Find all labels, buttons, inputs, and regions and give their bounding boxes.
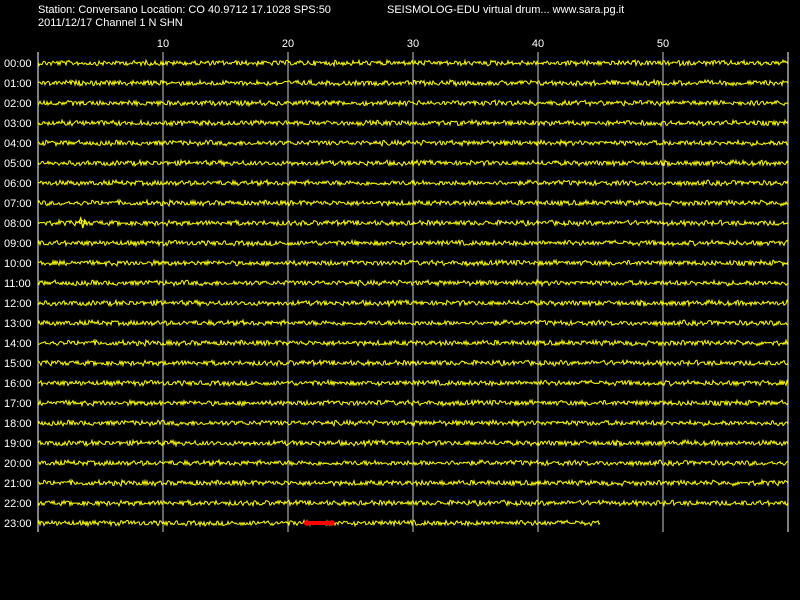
hour-labels: 00:00 01:00 02:00 03:00 04:00 05:00 06:00 07:00…	[4, 58, 32, 530]
hour-label: 22:00	[4, 498, 32, 510]
event-spike	[78, 215, 88, 229]
trace-0000	[37, 58, 789, 68]
trace-0400	[37, 138, 789, 148]
trace-2000	[37, 458, 789, 468]
x-tick-label: 40	[532, 38, 544, 50]
hour-label: 05:00	[4, 158, 32, 170]
marker-endpoint	[328, 520, 335, 526]
trace-0500	[37, 158, 789, 168]
hour-label: 14:00	[4, 338, 32, 350]
hour-label: 19:00	[4, 438, 32, 450]
trace-2200	[37, 498, 789, 508]
grid	[37, 52, 789, 532]
trace-0600	[37, 178, 789, 188]
hour-label: 20:00	[4, 458, 32, 470]
trace-1700	[37, 398, 789, 408]
trace-1300	[37, 318, 789, 328]
trace-1200	[37, 298, 789, 308]
trace-1600	[37, 378, 789, 388]
trace-0300	[37, 118, 789, 128]
trace-rows	[37, 58, 789, 528]
marker-endpoint	[303, 520, 310, 526]
trace-0900	[37, 238, 789, 248]
trace-1900	[37, 438, 789, 448]
station-info: Station: Conversano Location: CO 40.9712…	[38, 4, 331, 16]
hour-label: 23:00	[4, 518, 32, 530]
hour-label: 18:00	[4, 418, 32, 430]
hour-label: 10:00	[4, 258, 32, 270]
x-tick-label: 50	[657, 38, 669, 50]
trace-0800	[37, 218, 789, 228]
hour-label: 11:00	[4, 278, 31, 290]
x-tick-label: 10	[157, 38, 169, 50]
hour-label: 06:00	[4, 178, 32, 190]
hour-label: 21:00	[4, 478, 32, 490]
hour-label: 01:00	[4, 78, 32, 90]
hour-label: 13:00	[4, 318, 32, 330]
hour-label: 12:00	[4, 298, 32, 310]
hour-label: 08:00	[4, 218, 32, 230]
trace-1500	[37, 358, 789, 368]
trace-0100	[37, 78, 789, 88]
trace-1800	[37, 418, 789, 428]
x-tick-label: 30	[407, 38, 419, 50]
hour-label: 04:00	[4, 138, 32, 150]
hour-label: 15:00	[4, 358, 32, 370]
markers	[303, 520, 335, 526]
trace-2100	[37, 478, 789, 488]
hour-label: 02:00	[4, 98, 32, 110]
hour-label: 03:00	[4, 118, 32, 130]
trace-0700	[37, 198, 789, 208]
date-channel-info: 2011/12/17 Channel 1 N SHN	[38, 17, 183, 29]
trace-1100	[37, 278, 789, 288]
trace-1400	[37, 338, 789, 348]
x-tick-labels: 10 20 30 40 50	[157, 38, 669, 50]
hour-label: 09:00	[4, 238, 32, 250]
hour-label: 00:00	[4, 58, 32, 70]
trace-0200	[37, 98, 789, 108]
app-title: SEISMOLOG-EDU virtual drum... www.sara.p…	[387, 4, 625, 16]
hour-label: 16:00	[4, 378, 32, 390]
hour-label: 17:00	[4, 398, 32, 410]
trace-1000	[37, 258, 789, 268]
x-tick-label: 20	[282, 38, 294, 50]
hour-label: 07:00	[4, 198, 32, 210]
